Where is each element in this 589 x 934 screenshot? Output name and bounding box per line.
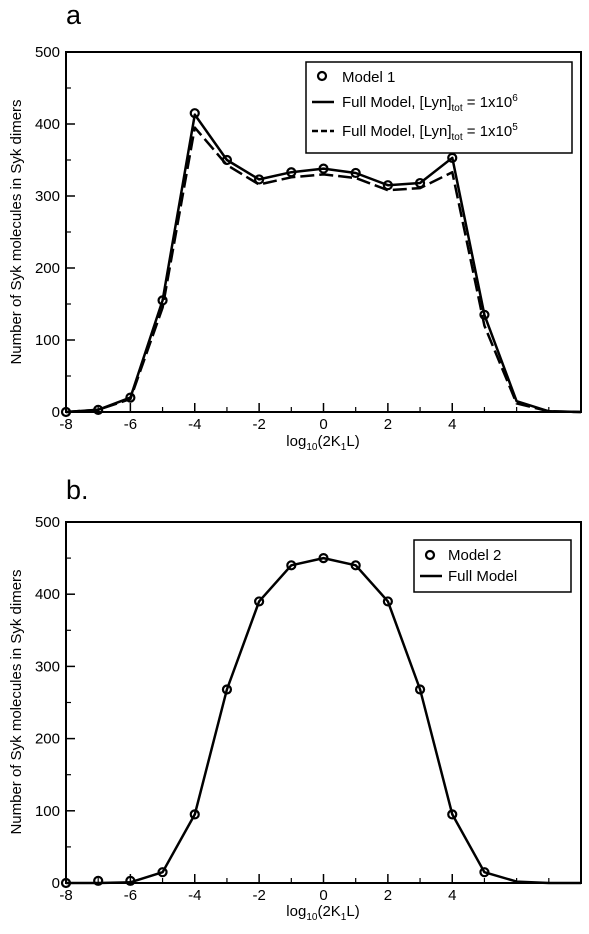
chart-a-ytick-label: 100 [35,332,60,349]
chart-a-ytick-label: 400 [35,116,60,133]
legend-fullb-label: Full Model [448,568,517,585]
chart-b-xtick-label: -2 [252,887,265,904]
chart-b-legend: Model 2 Full Model [413,539,572,593]
legend-full6-label: Full Model, [Lyn]tot = 1x106 [342,93,518,114]
legend-model2-label: Model 2 [448,547,501,564]
chart-b-ytick-label: 500 [35,514,60,531]
legend-model1-marker [316,70,328,82]
chart-a-ytick-label: 300 [35,188,60,205]
chart-b-ytick-label: 100 [35,803,60,820]
chart-a-xtick-label: -4 [188,416,201,433]
chart-b-xtick-label: -6 [124,887,137,904]
chart-a-series-line-2 [65,126,582,414]
chart-b-point [93,875,104,886]
chart-a-legend-box [305,61,573,154]
legend-full5-label: Full Model, [Lyn]tot = 1x105 [342,122,518,143]
chart-b-xtick-label: 2 [384,887,392,904]
chart-b-point [382,596,393,607]
chart-a-xtick-label: -8 [59,416,72,433]
chart-a-xlabel: log10(2K1L) [286,433,359,453]
legend-model1-label: Model 1 [342,69,395,86]
chart-a-xtick-label: -6 [124,416,137,433]
legend-model2-marker [424,549,436,561]
chart-a-ytick-label: 500 [35,44,60,61]
chart-a-xtick-label: 2 [384,416,392,433]
chart-b-xtick-label: -4 [188,887,201,904]
chart-b-xtick-label: -8 [59,887,72,904]
chart-b-xlabel: log10(2K1L) [286,903,359,923]
panel-b-letter: b. [66,475,89,505]
chart-a-point [125,392,136,403]
chart-a-ylabel: Number of Syk molecules in Syk dimers [8,99,25,364]
chart-b-xtick-label: 4 [448,887,456,904]
chart-b-series-line-1 [66,556,581,885]
chart-a: -8 -6 -4 -2 0 2 4 0 100 200 300 400 500 Number of Sy… [8,44,582,453]
panel-a-letter: a [66,0,82,30]
chart-a-xtick-label: 0 [319,416,327,433]
chart-b-ytick-label: 300 [35,658,60,675]
chart-b-ytick-label: 200 [35,731,60,748]
chart-a-xtick-label: 4 [448,416,456,433]
chart-b-xtick-label: 0 [319,887,327,904]
chart-b-ylabel: Number of Syk molecules in Syk dimers [8,569,25,834]
chart-a-ytick-label: 200 [35,260,60,277]
chart-a-series-line-1 [65,113,582,414]
chart-a-xtick-label: -2 [252,416,265,433]
chart-a-ytick-label: 0 [52,404,60,421]
chart-b-ytick-label: 400 [35,586,60,603]
chart-a-legend: Model 1 Full Model, [Lyn]tot = 1x106 Ful… [305,61,573,154]
chart-b: -8 -6 -4 -2 0 2 4 0 100 200 300 400 500 Number of Sy… [8,514,582,923]
chart-b-point [254,596,265,607]
chart-b-ytick-label: 0 [52,875,60,892]
chart-b-legend-box [413,539,572,593]
